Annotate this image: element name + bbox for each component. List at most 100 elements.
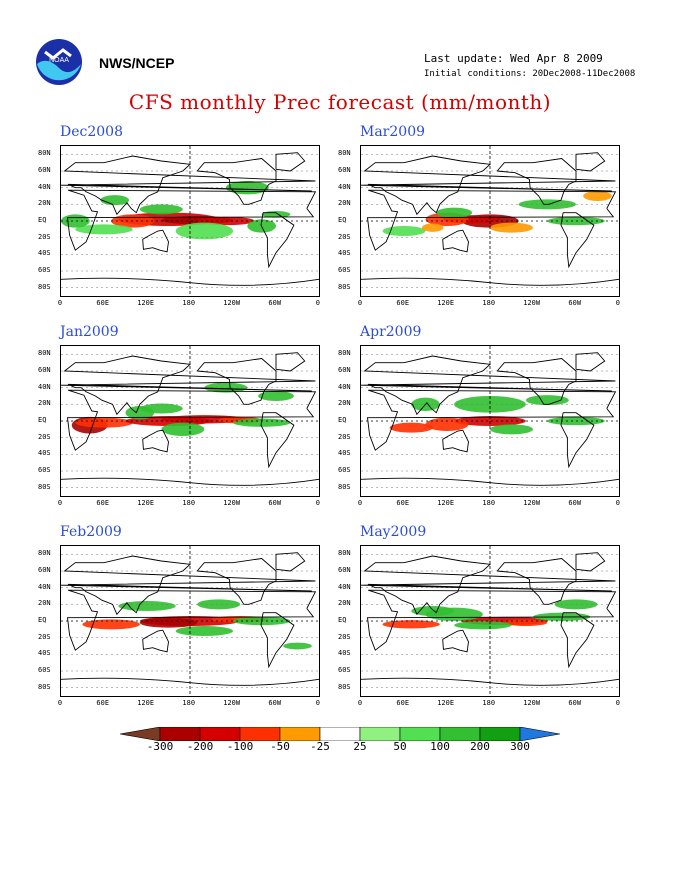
coastline: [361, 277, 619, 286]
longitude-tick-label: 0: [315, 499, 321, 507]
colorbar-segment: [399, 726, 441, 742]
latitude-tick-label: 80S: [338, 682, 351, 691]
latitude-tick-label: 80S: [38, 282, 51, 291]
longitude-tick-label: 120W: [523, 299, 541, 307]
colorbar-tick-label: -200: [186, 740, 214, 753]
coastline: [575, 152, 606, 172]
latitude-tick-label: 20S: [338, 632, 351, 641]
longitude-tick-label: 120E: [137, 499, 155, 507]
longitude-tick-label: 120E: [437, 299, 455, 307]
coastline: [66, 589, 317, 651]
coastline: [196, 558, 277, 605]
longitude-tick-label: 180: [482, 299, 496, 307]
longitude-tick-label: 0: [615, 699, 621, 707]
colorbar-segment: [279, 726, 321, 742]
longitude-tick-label: 60W: [568, 699, 582, 707]
latitude-tick-label: 80S: [338, 282, 351, 291]
latitude-tick-label: 60S: [38, 266, 51, 274]
longitude-labels: 0 60E 120E 180 120W 60W 0: [57, 699, 320, 709]
coastline: [361, 155, 616, 216]
precip-anomaly-region: [454, 621, 512, 630]
latitude-tick-label: 80N: [38, 149, 51, 158]
latitude-tick-label: EQ: [338, 616, 347, 624]
latitude-tick-label: 80N: [338, 149, 351, 158]
longitude-labels: 0 60E 120E 180 120W 60W 0: [57, 499, 321, 509]
noaa-logo: NOAA: [35, 38, 83, 86]
longitude-tick-label: 180: [482, 699, 496, 707]
latitude-tick-label: 60S: [338, 666, 351, 674]
latitude-labels: 80N 60N 40N 20N EQ 20S 40S 60S 80S: [38, 345, 58, 495]
longitude-tick-label: 180: [482, 499, 496, 507]
coastline: [275, 552, 306, 572]
coastline: [275, 152, 306, 172]
coastline: [196, 158, 277, 205]
coastline: [61, 355, 316, 416]
coastline: [442, 429, 469, 453]
panel-title: Dec2008: [60, 124, 123, 140]
longitude-tick-label: 120W: [523, 499, 541, 507]
coastline: [575, 352, 606, 372]
precip-anomaly-region: [490, 424, 533, 435]
longitude-tick-label: 60E: [96, 699, 110, 707]
longitude-tick-label: 0: [357, 699, 363, 707]
longitude-tick-label: 120E: [137, 699, 155, 707]
precip-anomaly-region: [139, 204, 183, 215]
coastline: [560, 412, 595, 469]
coastline: [260, 212, 295, 269]
precip-anomaly-region: [490, 222, 533, 233]
latitude-tick-label: 40N: [38, 382, 51, 391]
colorbar-segment: [439, 726, 481, 742]
precip-anomaly-region: [389, 422, 433, 433]
colorbar-tick-label: 50: [393, 740, 407, 753]
longitude-tick-label: 0: [57, 499, 63, 507]
latitude-tick-label: 60N: [38, 366, 51, 374]
coastline: [361, 555, 616, 616]
colorbar-segment: [239, 726, 281, 742]
latitude-tick-label: 40N: [338, 582, 351, 591]
latitude-tick-label: 20N: [38, 199, 51, 208]
forecast-map: [360, 145, 620, 297]
initial-conditions: Initial conditions: 20Dec2008-11Dec2008: [424, 69, 636, 79]
precip-anomaly-region: [75, 417, 133, 428]
longitude-tick-label: 60W: [268, 699, 282, 707]
forecast-map: [60, 545, 320, 697]
latitude-tick-label: 20S: [38, 232, 51, 241]
longitude-tick-label: 60E: [396, 499, 410, 507]
longitude-labels: 0 60E 120E 180 120W 60W 0: [358, 499, 620, 509]
colorbar-segment: [159, 726, 201, 742]
latitude-tick-label: 80N: [38, 349, 51, 358]
coastline: [61, 677, 319, 686]
colorbar-labels: -300 -200 -100 -50 -25 25 50 100 200 300: [120, 740, 560, 754]
latitude-tick-label: 20S: [38, 632, 51, 641]
latitude-tick-label: 60S: [38, 466, 51, 474]
latitude-tick-label: 80S: [38, 682, 51, 691]
latitude-tick-label: 20S: [338, 432, 351, 441]
longitude-tick-label: 120E: [437, 499, 455, 507]
longitude-tick-label: 0: [57, 299, 63, 307]
panel-title: Mar2009: [360, 124, 426, 140]
precip-anomaly-region: [204, 382, 248, 393]
longitude-tick-label: 60W: [268, 299, 282, 307]
latitude-tick-label: 20N: [38, 399, 51, 408]
forecast-map: [60, 345, 320, 497]
latitude-tick-label: 80S: [38, 482, 51, 491]
coastline: [366, 589, 617, 651]
precip-anomaly-region: [82, 619, 140, 630]
latitude-tick-label: 40S: [338, 649, 351, 658]
longitude-tick-label: 180: [182, 699, 196, 707]
forecast-map: [360, 345, 620, 497]
coastline: [61, 277, 319, 286]
latitude-tick-label: EQ: [338, 416, 347, 424]
coastline: [275, 352, 306, 372]
coastline: [442, 629, 469, 653]
latitude-tick-label: 80S: [338, 482, 351, 491]
coastline: [575, 552, 606, 572]
precip-anomaly-region: [382, 226, 426, 236]
longitude-tick-label: 180: [182, 299, 196, 307]
coastline: [260, 612, 295, 669]
latitude-labels: 80N 60N 40N 20N EQ 20S 40S 60S 80S: [338, 545, 358, 695]
longitude-tick-label: 0: [57, 699, 63, 707]
precip-anomaly-region: [61, 214, 90, 228]
latitude-tick-label: 40N: [38, 182, 51, 191]
coastline: [496, 158, 577, 205]
